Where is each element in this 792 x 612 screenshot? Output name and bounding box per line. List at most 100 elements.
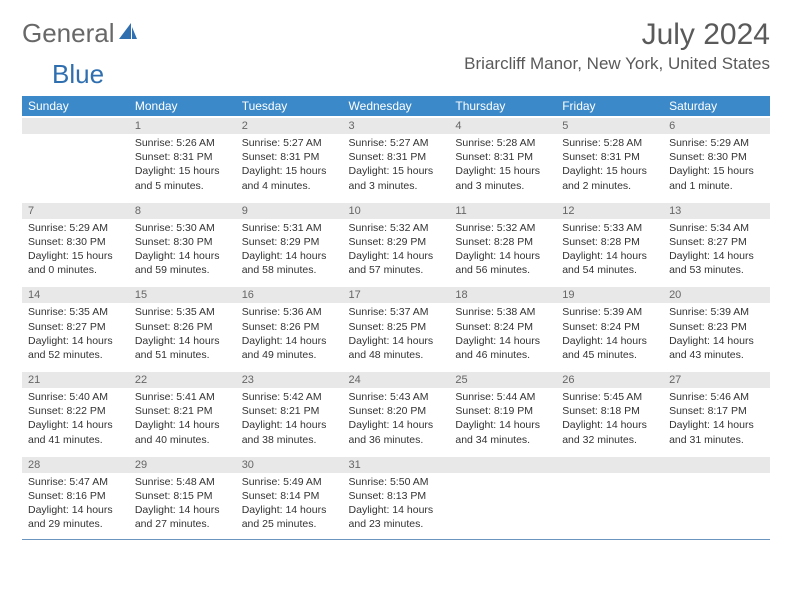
- daylight-text: Daylight: 14 hours and 27 minutes.: [135, 503, 230, 531]
- day-detail-cell: Sunrise: 5:27 AMSunset: 8:31 PMDaylight:…: [343, 134, 450, 202]
- date-number-cell: [663, 456, 770, 473]
- sunset-text: Sunset: 8:17 PM: [669, 404, 764, 418]
- calendar-table: Sunday Monday Tuesday Wednesday Thursday…: [22, 96, 770, 540]
- logo: General: [22, 18, 139, 49]
- col-sun: Sunday: [22, 96, 129, 117]
- sunset-text: Sunset: 8:27 PM: [28, 320, 123, 334]
- date-number-cell: 30: [236, 456, 343, 473]
- day-detail-cell: Sunrise: 5:30 AMSunset: 8:30 PMDaylight:…: [129, 219, 236, 287]
- date-number-cell: 22: [129, 371, 236, 388]
- day-detail-cell: Sunrise: 5:45 AMSunset: 8:18 PMDaylight:…: [556, 388, 663, 456]
- sunset-text: Sunset: 8:14 PM: [242, 489, 337, 503]
- date-number-cell: 23: [236, 371, 343, 388]
- date-number-cell: 2: [236, 117, 343, 134]
- day-detail-cell: Sunrise: 5:27 AMSunset: 8:31 PMDaylight:…: [236, 134, 343, 202]
- date-number-cell: [556, 456, 663, 473]
- day-detail-cell: Sunrise: 5:31 AMSunset: 8:29 PMDaylight:…: [236, 219, 343, 287]
- sunset-text: Sunset: 8:30 PM: [28, 235, 123, 249]
- day-detail-cell: [556, 473, 663, 540]
- sunset-text: Sunset: 8:28 PM: [455, 235, 550, 249]
- sunrise-text: Sunrise: 5:32 AM: [455, 221, 550, 235]
- sunrise-text: Sunrise: 5:34 AM: [669, 221, 764, 235]
- day-detail-cell: Sunrise: 5:29 AMSunset: 8:30 PMDaylight:…: [663, 134, 770, 202]
- daylight-text: Daylight: 14 hours and 40 minutes.: [135, 418, 230, 446]
- day-detail-row: Sunrise: 5:26 AMSunset: 8:31 PMDaylight:…: [22, 134, 770, 202]
- day-detail-cell: Sunrise: 5:39 AMSunset: 8:24 PMDaylight:…: [556, 303, 663, 371]
- daylight-text: Daylight: 14 hours and 51 minutes.: [135, 334, 230, 362]
- date-number-cell: 8: [129, 202, 236, 219]
- sunset-text: Sunset: 8:24 PM: [455, 320, 550, 334]
- title-block: July 2024 Briarcliff Manor, New York, Un…: [464, 18, 770, 74]
- day-detail-cell: Sunrise: 5:42 AMSunset: 8:21 PMDaylight:…: [236, 388, 343, 456]
- daylight-text: Daylight: 14 hours and 52 minutes.: [28, 334, 123, 362]
- day-detail-cell: Sunrise: 5:39 AMSunset: 8:23 PMDaylight:…: [663, 303, 770, 371]
- sunset-text: Sunset: 8:31 PM: [135, 150, 230, 164]
- date-number-cell: [449, 456, 556, 473]
- day-detail-cell: Sunrise: 5:32 AMSunset: 8:28 PMDaylight:…: [449, 219, 556, 287]
- daylight-text: Daylight: 14 hours and 38 minutes.: [242, 418, 337, 446]
- sunrise-text: Sunrise: 5:29 AM: [28, 221, 123, 235]
- daylight-text: Daylight: 14 hours and 53 minutes.: [669, 249, 764, 277]
- sunrise-text: Sunrise: 5:48 AM: [135, 475, 230, 489]
- day-detail-cell: Sunrise: 5:35 AMSunset: 8:27 PMDaylight:…: [22, 303, 129, 371]
- day-detail-cell: Sunrise: 5:38 AMSunset: 8:24 PMDaylight:…: [449, 303, 556, 371]
- day-detail-cell: Sunrise: 5:40 AMSunset: 8:22 PMDaylight:…: [22, 388, 129, 456]
- sunset-text: Sunset: 8:31 PM: [562, 150, 657, 164]
- sunrise-text: Sunrise: 5:39 AM: [562, 305, 657, 319]
- date-number-cell: 15: [129, 286, 236, 303]
- date-number-row: 78910111213: [22, 202, 770, 219]
- col-tue: Tuesday: [236, 96, 343, 117]
- date-number-cell: 20: [663, 286, 770, 303]
- day-detail-cell: Sunrise: 5:32 AMSunset: 8:29 PMDaylight:…: [343, 219, 450, 287]
- sunset-text: Sunset: 8:20 PM: [349, 404, 444, 418]
- sunset-text: Sunset: 8:31 PM: [455, 150, 550, 164]
- date-number-row: 21222324252627: [22, 371, 770, 388]
- date-number-cell: 17: [343, 286, 450, 303]
- col-mon: Monday: [129, 96, 236, 117]
- sunset-text: Sunset: 8:29 PM: [349, 235, 444, 249]
- date-number-cell: 27: [663, 371, 770, 388]
- sunrise-text: Sunrise: 5:44 AM: [455, 390, 550, 404]
- daylight-text: Daylight: 14 hours and 56 minutes.: [455, 249, 550, 277]
- sunrise-text: Sunrise: 5:49 AM: [242, 475, 337, 489]
- sunset-text: Sunset: 8:30 PM: [669, 150, 764, 164]
- sunrise-text: Sunrise: 5:43 AM: [349, 390, 444, 404]
- sunset-text: Sunset: 8:13 PM: [349, 489, 444, 503]
- date-number-cell: 4: [449, 117, 556, 134]
- daylight-text: Daylight: 15 hours and 1 minute.: [669, 164, 764, 192]
- daylight-text: Daylight: 14 hours and 31 minutes.: [669, 418, 764, 446]
- sunset-text: Sunset: 8:26 PM: [135, 320, 230, 334]
- sunset-text: Sunset: 8:18 PM: [562, 404, 657, 418]
- sunset-text: Sunset: 8:23 PM: [669, 320, 764, 334]
- date-number-cell: 25: [449, 371, 556, 388]
- sunset-text: Sunset: 8:29 PM: [242, 235, 337, 249]
- sunset-text: Sunset: 8:16 PM: [28, 489, 123, 503]
- date-number-cell: 28: [22, 456, 129, 473]
- date-number-cell: 18: [449, 286, 556, 303]
- day-detail-cell: Sunrise: 5:46 AMSunset: 8:17 PMDaylight:…: [663, 388, 770, 456]
- day-detail-cell: Sunrise: 5:28 AMSunset: 8:31 PMDaylight:…: [449, 134, 556, 202]
- date-number-cell: 19: [556, 286, 663, 303]
- sunset-text: Sunset: 8:28 PM: [562, 235, 657, 249]
- sunrise-text: Sunrise: 5:39 AM: [669, 305, 764, 319]
- day-detail-cell: [449, 473, 556, 540]
- sunset-text: Sunset: 8:30 PM: [135, 235, 230, 249]
- day-detail-cell: Sunrise: 5:26 AMSunset: 8:31 PMDaylight:…: [129, 134, 236, 202]
- sunrise-text: Sunrise: 5:29 AM: [669, 136, 764, 150]
- day-detail-cell: Sunrise: 5:34 AMSunset: 8:27 PMDaylight:…: [663, 219, 770, 287]
- day-detail-cell: Sunrise: 5:28 AMSunset: 8:31 PMDaylight:…: [556, 134, 663, 202]
- day-detail-cell: Sunrise: 5:47 AMSunset: 8:16 PMDaylight:…: [22, 473, 129, 540]
- sunrise-text: Sunrise: 5:32 AM: [349, 221, 444, 235]
- daylight-text: Daylight: 14 hours and 45 minutes.: [562, 334, 657, 362]
- daylight-text: Daylight: 15 hours and 0 minutes.: [28, 249, 123, 277]
- sunset-text: Sunset: 8:24 PM: [562, 320, 657, 334]
- date-number-cell: [22, 117, 129, 134]
- sunrise-text: Sunrise: 5:26 AM: [135, 136, 230, 150]
- day-detail-cell: Sunrise: 5:37 AMSunset: 8:25 PMDaylight:…: [343, 303, 450, 371]
- sunset-text: Sunset: 8:31 PM: [349, 150, 444, 164]
- col-thu: Thursday: [449, 96, 556, 117]
- daylight-text: Daylight: 14 hours and 49 minutes.: [242, 334, 337, 362]
- day-detail-row: Sunrise: 5:40 AMSunset: 8:22 PMDaylight:…: [22, 388, 770, 456]
- daylight-text: Daylight: 14 hours and 32 minutes.: [562, 418, 657, 446]
- date-number-cell: 21: [22, 371, 129, 388]
